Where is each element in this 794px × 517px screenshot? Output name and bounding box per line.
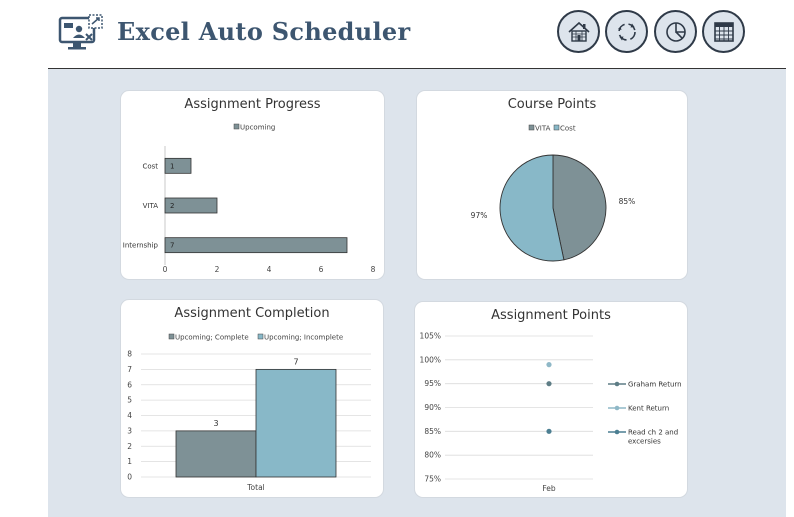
y-tick-label: 4 [127,411,132,420]
dashboard-area: Assignment Progress Upcoming Internship 7… [48,69,786,517]
refresh-button[interactable] [605,10,648,53]
assignment-points-chart: 75% 80% 85% 90% 95% 100% 105% Feb Graham Return K… [420,332,682,494]
y-tick-label: 95% [424,379,441,388]
data-label: 97% [471,211,488,220]
assignment-completion-chart: Upcoming; Complete Upcoming; Incomplete … [127,333,371,492]
course-points-chart: VITA Cost 85% 97% [471,124,636,262]
assignment-progress-card[interactable]: Assignment Progress Upcoming Internship 7… [120,90,385,280]
y-tick-label: 0 [127,473,132,482]
legend-label: Upcoming; Incomplete [264,334,343,342]
x-tick-label: 2 [215,265,220,274]
data-label: 3 [213,419,218,428]
y-tick-label: 85% [424,427,441,436]
app-header: Excel Auto Scheduler [0,0,794,68]
data-label: 7 [170,242,174,250]
x-tick-label: Feb [542,484,556,493]
chart-title: Assignment Completion [174,306,330,321]
bar [175,430,257,478]
category-label: VITA [143,202,159,210]
x-tick-label: Total [246,483,265,492]
assignment-completion-card[interactable]: Assignment Completion Upcoming; Complete… [120,299,384,498]
legend-swatch [553,124,560,131]
pie-chart-icon [665,21,686,42]
assignment-points-card[interactable]: Assignment Points 75% 80% 85% 90% 95% 100% 105… [414,301,688,498]
legend-label: Upcoming; Complete [175,334,249,342]
home-icon [567,21,590,42]
y-tick-label: 6 [127,380,132,389]
scheduler-logo-icon [58,14,103,50]
category-label: Internship [123,242,159,250]
data-point [546,428,552,434]
legend-swatch [528,124,535,131]
data-label: 2 [170,202,174,210]
home-button[interactable] [557,10,600,53]
x-tick-label: 0 [163,265,168,274]
bar [255,368,337,478]
y-tick-label: 8 [127,350,132,359]
legend-label: Read ch 2 and excersies [628,429,678,446]
legend-label: VITA [535,125,551,133]
refresh-cycle-icon [617,22,636,41]
data-point [546,381,552,387]
x-tick-label: 8 [371,265,376,274]
data-label: 85% [619,197,636,206]
header-divider [48,68,786,69]
y-tick-label: 5 [127,396,132,405]
y-tick-label: 1 [127,457,132,466]
course-points-card[interactable]: Course Points VITA Cost 85% 97% [416,90,688,280]
legend-label: Graham Return [628,381,682,389]
chart-title: Assignment Progress [184,97,321,112]
legend-marker [614,429,620,435]
bar [164,197,218,214]
legend-swatch [257,333,264,340]
y-tick-label: 2 [127,442,132,451]
y-tick-label: 7 [127,365,132,374]
legend-label: Upcoming [240,124,275,132]
pie-slice [499,154,565,262]
legend-marker [614,405,620,411]
chart-button[interactable] [654,10,697,53]
x-tick-label: 4 [267,265,272,274]
y-tick-label: 105% [420,332,441,341]
calendar-icon [713,21,734,42]
bar [164,237,348,254]
chart-title: Assignment Points [491,308,611,323]
legend-label: Kent Return [628,405,669,413]
x-tick-label: 6 [319,265,324,274]
legend-marker [614,381,620,387]
category-label: Cost [142,162,158,170]
chart-title: Course Points [507,97,597,112]
y-tick-label: 75% [424,475,441,484]
data-label: 1 [170,162,174,170]
legend-swatch [233,123,240,130]
legend-swatch [168,333,175,340]
legend-label: Cost [560,125,576,133]
y-tick-label: 90% [424,403,441,412]
app-title: Excel Auto Scheduler [117,17,411,46]
data-label: 7 [293,357,298,366]
y-tick-label: 100% [420,355,441,364]
y-tick-label: 3 [127,426,132,435]
bar [164,157,192,174]
assignment-progress-chart: Upcoming Internship 7 VITA 2 Cost 1 0 2 4 6 8 [123,123,376,275]
calendar-button[interactable] [702,10,745,53]
pie-slice [552,154,607,261]
y-tick-label: 80% [424,451,441,460]
data-point [546,362,552,368]
